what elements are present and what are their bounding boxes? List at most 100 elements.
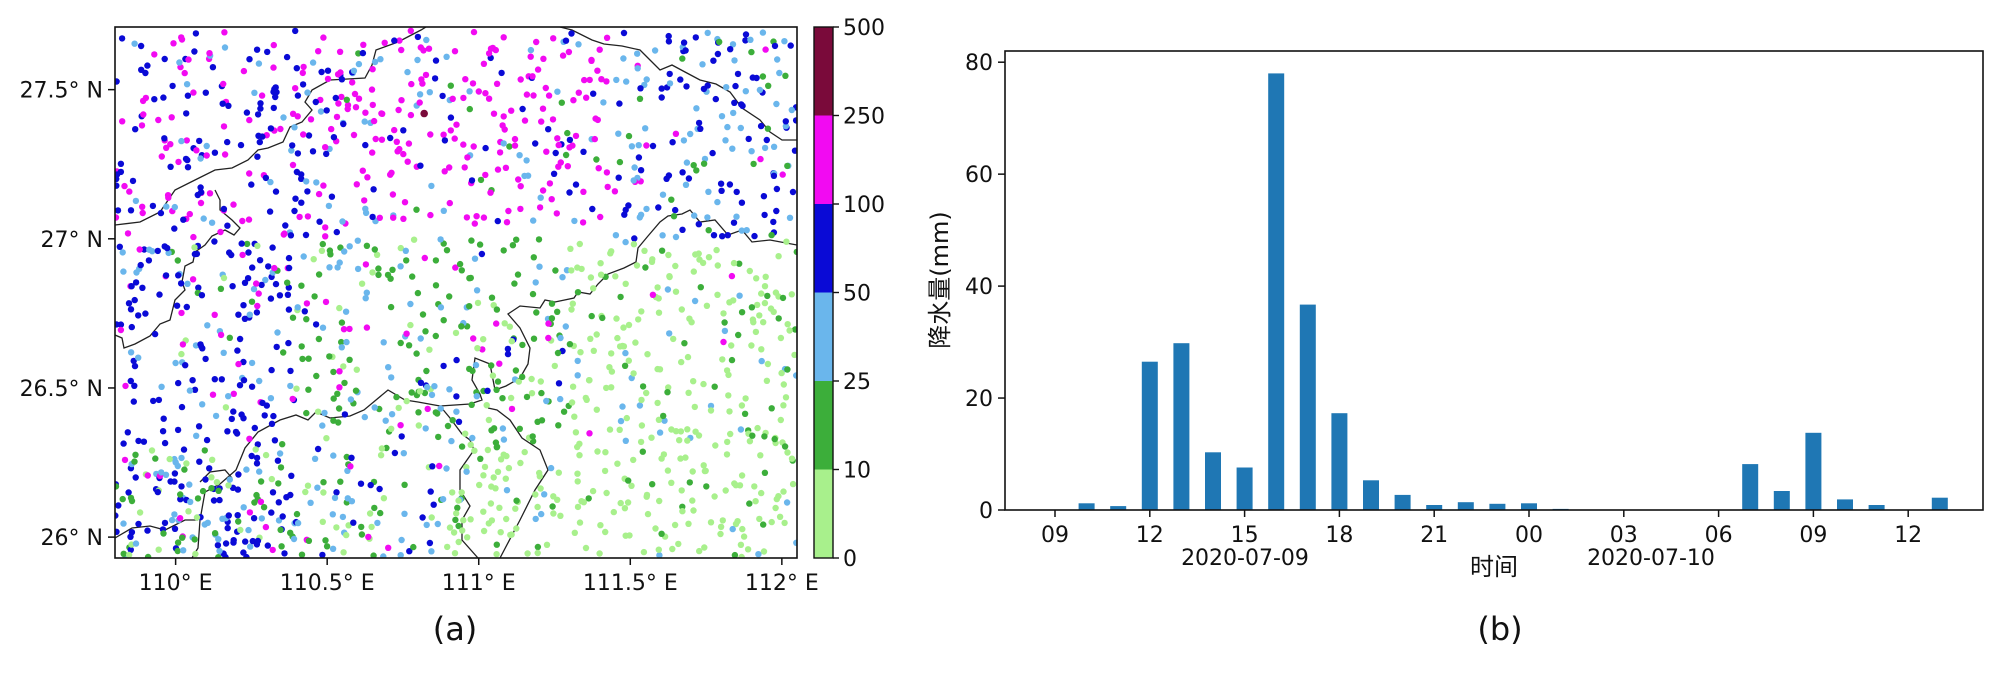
station-dot xyxy=(622,532,629,539)
station-dot xyxy=(344,101,352,109)
map-x-tick-label: 111.5° E xyxy=(583,571,678,596)
station-dot xyxy=(568,399,576,406)
station-dot xyxy=(430,501,437,508)
station-dot xyxy=(334,264,341,271)
station-dot xyxy=(724,438,731,446)
station-dot xyxy=(209,391,217,398)
station-dot xyxy=(160,530,167,537)
station-dot xyxy=(182,155,190,163)
map-background xyxy=(115,27,797,558)
station-dot xyxy=(506,143,513,150)
station-dot xyxy=(230,390,237,397)
station-dot xyxy=(413,350,420,357)
station-dot xyxy=(115,78,120,85)
station-dot xyxy=(226,334,233,341)
station-dot xyxy=(695,432,703,439)
station-dot xyxy=(637,438,645,446)
station-dot xyxy=(158,153,165,160)
station-dot xyxy=(128,283,135,290)
station-dot xyxy=(768,518,775,526)
station-dot xyxy=(752,498,759,505)
station-dot xyxy=(243,553,250,558)
station-dot xyxy=(738,199,746,206)
station-dot xyxy=(603,78,610,85)
station-dot xyxy=(497,529,504,536)
station-dot xyxy=(444,422,452,430)
station-dot xyxy=(619,342,626,350)
station-dot xyxy=(311,293,318,300)
station-dot xyxy=(537,485,544,492)
station-dot xyxy=(559,52,567,59)
station-dot xyxy=(346,325,353,333)
station-dot xyxy=(197,184,204,191)
station-dot xyxy=(213,479,221,486)
station-dot xyxy=(756,86,764,94)
station-dot xyxy=(468,177,476,184)
station-dot xyxy=(140,111,147,118)
station-dot xyxy=(320,34,327,41)
station-dot xyxy=(449,489,456,496)
station-dot xyxy=(422,71,430,79)
station-dot xyxy=(499,395,506,402)
station-dot xyxy=(340,120,347,128)
station-dot xyxy=(597,260,604,267)
station-dot xyxy=(729,145,736,152)
station-dot xyxy=(500,247,507,254)
station-dot xyxy=(535,236,543,243)
station-dot xyxy=(268,366,275,374)
station-dot xyxy=(590,90,597,97)
station-dot xyxy=(159,428,167,435)
station-dot xyxy=(729,41,737,48)
station-dot xyxy=(498,69,505,77)
station-dot xyxy=(355,60,363,68)
station-dot xyxy=(260,504,268,511)
station-dot xyxy=(717,530,724,538)
station-dot xyxy=(779,171,786,178)
station-dot xyxy=(400,150,407,158)
station-dot xyxy=(466,303,473,310)
station-dot xyxy=(446,199,453,207)
station-dot xyxy=(545,320,552,327)
station-dot xyxy=(500,436,508,443)
station-dot xyxy=(587,274,595,281)
station-dot xyxy=(788,106,795,114)
station-dot xyxy=(220,274,228,282)
station-dot xyxy=(658,85,665,92)
station-dot xyxy=(273,343,280,351)
station-dot xyxy=(772,504,779,512)
station-dot xyxy=(360,41,367,48)
station-dot xyxy=(617,417,625,425)
station-dot xyxy=(720,338,727,346)
station-dot xyxy=(193,432,200,439)
station-dot xyxy=(203,152,210,159)
station-dot xyxy=(251,89,258,97)
station-dot xyxy=(206,190,214,197)
station-dot xyxy=(132,279,140,286)
station-dot xyxy=(299,69,306,77)
station-dot xyxy=(460,517,467,524)
station-dot xyxy=(182,362,189,369)
station-dot xyxy=(482,144,489,152)
station-dot xyxy=(255,132,262,139)
station-dot xyxy=(665,38,673,45)
station-dot xyxy=(493,551,500,558)
border-line-4 xyxy=(559,27,797,141)
station-dot xyxy=(683,83,690,90)
station-dot xyxy=(753,275,760,282)
station-dot xyxy=(211,530,219,537)
x-tick-label: 12 xyxy=(1894,523,1922,548)
station-dot xyxy=(385,544,392,551)
station-dot xyxy=(643,142,650,149)
station-dot xyxy=(439,496,447,503)
station-dot xyxy=(784,162,791,170)
station-dot xyxy=(264,48,271,56)
station-dot xyxy=(240,358,247,366)
station-dot xyxy=(305,386,312,393)
station-dot xyxy=(477,455,484,462)
station-dot xyxy=(142,69,149,77)
plot-frame xyxy=(1004,50,1984,511)
station-dot xyxy=(309,59,317,66)
station-dot xyxy=(613,76,620,84)
station-dot xyxy=(574,503,582,511)
